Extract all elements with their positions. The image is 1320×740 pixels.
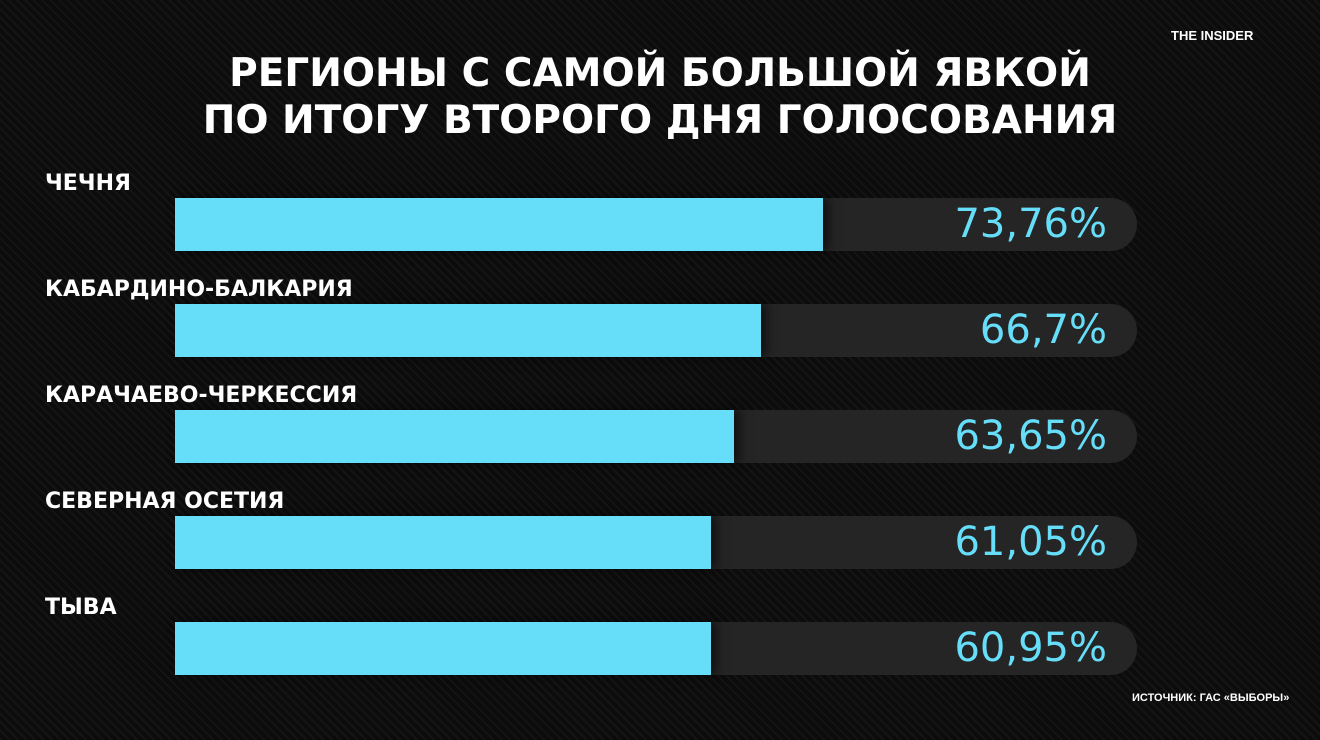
chart-title-line-2: ПО ИТОГУ ВТОРОГО ДНЯ ГОЛОСОВАНИЯ <box>202 98 1118 143</box>
chart-title-line-1: РЕГИОНЫ С САМОЙ БОЛЬШОЙ ЯВКОЙ <box>229 51 1091 96</box>
brand-logo: THE INSIDER <box>1171 28 1254 43</box>
bar-track: 73,76% <box>175 198 1137 251</box>
bar-track: 61,05% <box>175 516 1137 569</box>
bar <box>175 516 712 569</box>
bar <box>175 198 824 251</box>
category-label: ТЫВА <box>45 595 117 620</box>
value-label: 61,05% <box>954 519 1107 565</box>
category-label: ЧЕЧНЯ <box>45 171 131 196</box>
bar-track: 66,7% <box>175 304 1137 357</box>
bar <box>175 622 711 675</box>
source-note: ИСТОЧНИК: ГАС «ВЫБОРЫ» <box>1132 692 1290 704</box>
value-label: 60,95% <box>954 625 1107 671</box>
value-label: 66,7% <box>979 307 1107 353</box>
value-label: 73,76% <box>954 201 1107 247</box>
chart-title: РЕГИОНЫ С САМОЙ БОЛЬШОЙ ЯВКОЙ ПО ИТОГУ В… <box>0 50 1320 144</box>
category-label: СЕВЕРНАЯ ОСЕТИЯ <box>45 489 285 514</box>
bar <box>175 410 735 463</box>
category-label: КАРАЧАЕВО-ЧЕРКЕССИЯ <box>45 383 358 408</box>
bar <box>175 304 762 357</box>
bar-track: 60,95% <box>175 622 1137 675</box>
category-label: КАБАРДИНО-БАЛКАРИЯ <box>45 277 353 302</box>
value-label: 63,65% <box>954 413 1107 459</box>
bar-track: 63,65% <box>175 410 1137 463</box>
